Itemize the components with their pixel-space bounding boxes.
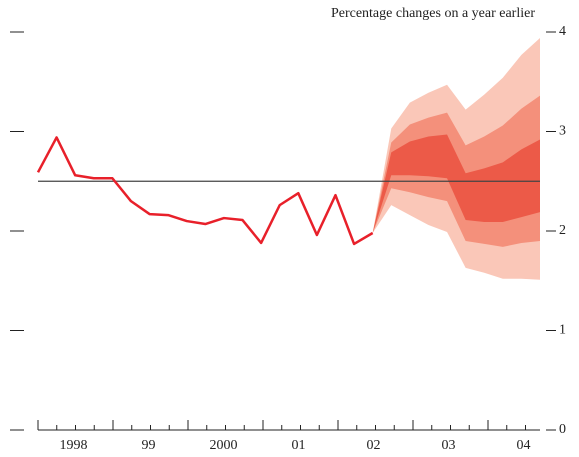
- y-tick-label: 3: [559, 124, 566, 139]
- x-tick-label: 03: [442, 438, 456, 453]
- fan-band: [372, 134, 540, 233]
- y-tick-label: 1: [559, 323, 566, 338]
- x-tick-label: 01: [292, 438, 306, 453]
- x-tick-label: 04: [517, 438, 531, 453]
- x-tick-label: 1998: [60, 438, 88, 453]
- y-tick-label: 4: [559, 24, 566, 39]
- x-tick-label: 02: [367, 438, 381, 453]
- x-tick-label: 99: [142, 438, 156, 453]
- chart-title: Percentage changes on a year earlier: [331, 6, 535, 21]
- y-tick-label: 2: [559, 223, 566, 238]
- y-tick-label: 0: [559, 422, 566, 437]
- x-tick-label: 2000: [210, 438, 238, 453]
- data-line: [36, 136, 374, 246]
